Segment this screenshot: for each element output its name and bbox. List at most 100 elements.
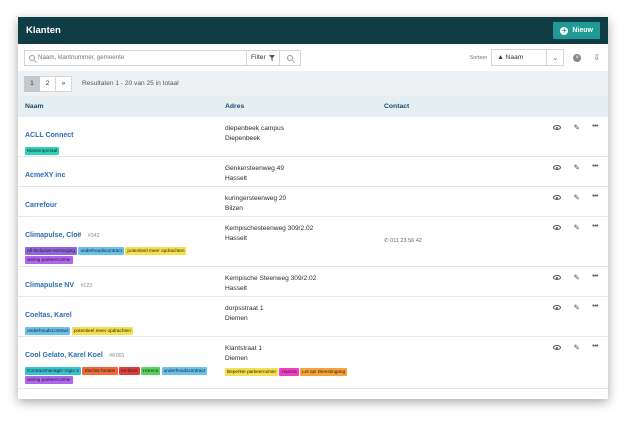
name-cell: Climapulse NV #123	[18, 267, 225, 296]
more-options-icon[interactable]: •••	[592, 303, 598, 310]
client-code: #123	[80, 283, 93, 289]
address-tag: Let op! Dienstingang	[300, 368, 348, 376]
view-eye-icon[interactable]	[553, 165, 562, 170]
pagination-bar: 1 2 » Resultaten 1 - 20 van 25 in totaal	[18, 71, 608, 96]
client-tag: onderhoudscontract	[78, 247, 124, 255]
more-options-icon[interactable]: •••	[592, 163, 598, 170]
sort-select[interactable]: ▲ Naam ⌄	[491, 49, 565, 66]
client-tag: potentieel meer opdrachten	[125, 247, 187, 255]
edit-pencil-icon[interactable]: ✎	[573, 343, 580, 352]
more-options-icon[interactable]: •••	[592, 193, 598, 200]
client-tag: onderhoudscontract	[161, 367, 208, 375]
edit-pencil-icon[interactable]: ✎	[573, 273, 580, 282]
client-name-link[interactable]: Climapulse NV	[25, 282, 75, 289]
address-cell: Klantstraat 1 Diemen Beperkte parkeerrui…	[225, 337, 384, 388]
page-next-button[interactable]: »	[56, 75, 72, 92]
client-tag: ex-klant	[119, 367, 140, 375]
contact-cell	[384, 187, 534, 216]
more-options-icon[interactable]: •••	[592, 123, 598, 130]
page-title: Klanten	[26, 25, 61, 36]
view-eye-icon[interactable]	[553, 125, 562, 130]
address-street: dorpsstraat 1	[225, 305, 264, 312]
plus-icon: +	[560, 25, 569, 35]
row-actions: ✎ •••	[553, 223, 598, 232]
name-cell: Climapulse, Cloë #342 All-inclusive verz…	[18, 217, 225, 266]
client-tag: Klantenportaal	[25, 147, 60, 155]
table-row[interactable]: ACLL Connect Klantenportaal diepenbeek c…	[18, 117, 608, 157]
edit-pencil-icon[interactable]: ✎	[573, 223, 580, 232]
name-cell: AcmeXY inc	[18, 157, 225, 186]
address-tag: Beperkte parkeerruimte	[225, 368, 278, 376]
filter-label: Filter	[251, 54, 266, 61]
name-cell: Cool Gelato, Karel Koel #K001 Contractma…	[18, 337, 225, 388]
search-button[interactable]	[279, 49, 301, 66]
page-button-2[interactable]: 2	[40, 75, 56, 92]
column-header-address[interactable]: Adres	[225, 103, 245, 110]
view-eye-icon[interactable]	[553, 225, 562, 230]
view-eye-icon[interactable]	[553, 275, 562, 280]
address-street: Kempischesteenweg 309/2.02	[225, 225, 314, 232]
more-options-icon[interactable]: •••	[592, 343, 598, 350]
clear-sort-icon[interactable]: ×	[573, 53, 582, 62]
table-row[interactable]: Climapulse, Cloë #342 All-inclusive verz…	[18, 217, 608, 267]
export-icon[interactable]: ⇩	[593, 53, 600, 62]
name-cell: ACLL Connect Klantenportaal	[18, 117, 225, 156]
address-tag: Horeca	[279, 368, 299, 376]
row-actions: ✎ •••	[553, 273, 598, 282]
client-name-link[interactable]: Carrefour	[25, 202, 57, 209]
sort-value: ▲ Naam	[497, 54, 524, 61]
search-box	[24, 49, 246, 66]
client-name-link[interactable]: ACLL Connect	[25, 132, 74, 139]
column-header-contact[interactable]: Contact	[384, 103, 410, 110]
client-name-link[interactable]: AcmeXY inc	[25, 172, 66, 179]
address-cell: diepenbeek campus Diepenbeek	[225, 117, 384, 156]
contact-cell	[384, 117, 534, 156]
client-tags: All-inclusive verzorging onderhoudscontra…	[25, 247, 221, 264]
row-actions: ✎ •••	[553, 163, 598, 172]
address-cell: Kempische Steenweg 309/2.02 Hasselt	[225, 267, 384, 296]
search-input[interactable]	[38, 54, 238, 61]
client-name-link[interactable]: Coeltas, Karel	[25, 312, 72, 319]
table-row[interactable]: AcmeXY inc Genkersteenweg 49 Hasselt ✎ •…	[18, 157, 608, 187]
edit-pencil-icon[interactable]: ✎	[573, 303, 580, 312]
new-client-button[interactable]: + Nieuw	[553, 22, 600, 39]
table-row[interactable]: Coeltas, Karel onderhoudscontract potenti…	[18, 297, 608, 337]
address-city: Hasselt	[225, 174, 247, 182]
client-name-link[interactable]: Cool Gelato, Karel Koel	[25, 352, 103, 359]
address-street: Kempische Steenweg 309/2.02	[225, 275, 317, 282]
client-tag: Contractmanager regio 2	[25, 367, 81, 375]
column-header-name[interactable]: Naam	[25, 103, 44, 110]
row-actions: ✎ •••	[553, 343, 598, 352]
view-eye-icon[interactable]	[553, 305, 562, 310]
edit-pencil-icon[interactable]: ✎	[573, 193, 580, 202]
client-tag: All-inclusive verzorging	[25, 247, 77, 255]
more-options-icon[interactable]: •••	[592, 273, 598, 280]
client-name-link[interactable]: Climapulse, Cloë	[25, 232, 82, 239]
client-table-body: ACLL Connect Klantenportaal diepenbeek c…	[18, 117, 608, 389]
new-client-label: Nieuw	[572, 27, 593, 34]
table-row[interactable]: Cool Gelato, Karel Koel #K001 Contractma…	[18, 337, 608, 389]
address-city: Hasselt	[225, 234, 247, 242]
edit-pencil-icon[interactable]: ✎	[573, 123, 580, 132]
view-eye-icon[interactable]	[553, 345, 562, 350]
address-city: Diemen	[225, 314, 248, 322]
sort-label: Sorteer	[469, 54, 488, 61]
contact-cell	[384, 157, 534, 186]
client-tag: weinig parkeerruimte	[25, 256, 73, 264]
more-options-icon[interactable]: •••	[592, 223, 598, 230]
edit-pencil-icon[interactable]: ✎	[573, 163, 580, 172]
client-tag: Horeca	[141, 367, 161, 375]
view-eye-icon[interactable]	[553, 195, 562, 200]
filter-button[interactable]: Filter	[246, 49, 280, 66]
search-icon	[29, 54, 35, 61]
table-header: Naam Adres Contact	[18, 96, 608, 117]
address-city: Diepenbeek	[225, 134, 261, 142]
table-row[interactable]: Climapulse NV #123 Kempische Steenweg 30…	[18, 267, 608, 297]
address-street: diepenbeek campus	[225, 125, 285, 132]
table-row[interactable]: Carrefour kuringersteenweg 20 Bilzen ✎ •…	[18, 187, 608, 217]
toolbar: Filter Sorteer ▲ Naam ⌄ × ⇩	[18, 44, 608, 71]
page-button-1[interactable]: 1	[24, 75, 40, 92]
chevron-down-icon: ⌄	[546, 50, 563, 65]
client-tag: Slechte betaler	[82, 367, 118, 375]
name-cell: Coeltas, Karel onderhoudscontract potenti…	[18, 297, 225, 336]
